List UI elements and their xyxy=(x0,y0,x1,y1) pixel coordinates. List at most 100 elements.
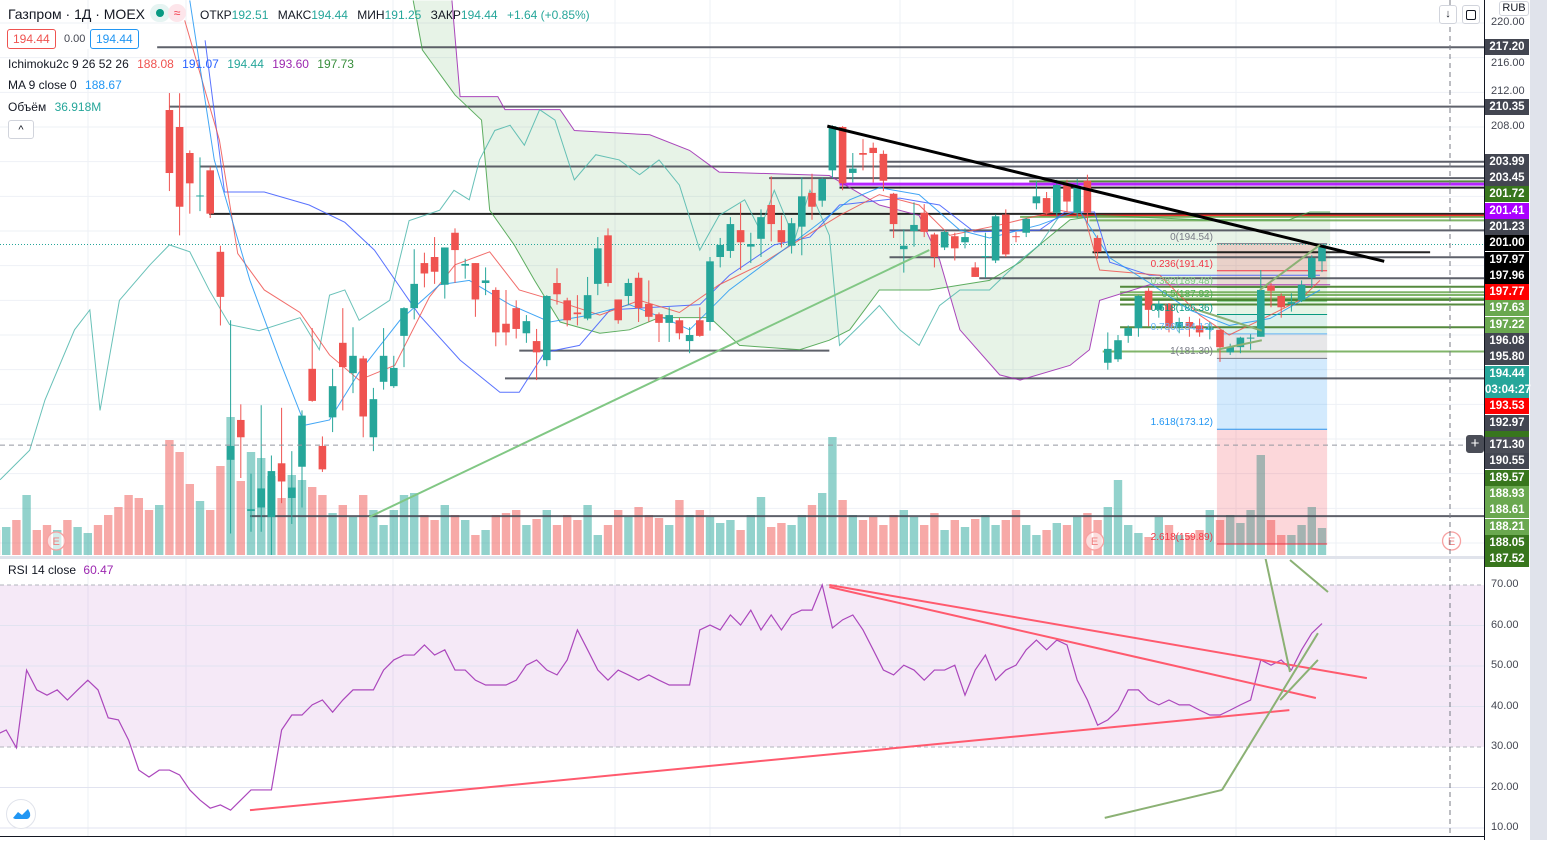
candle xyxy=(431,237,439,284)
fib-level-label: 0.236(191.41) xyxy=(1093,259,1213,270)
ma-legend[interactable]: MA 9 close 0 188.67 xyxy=(8,78,127,92)
candle-body xyxy=(227,446,235,460)
collapse-legend-button[interactable]: ^ xyxy=(8,120,34,139)
volume-bar xyxy=(359,495,367,555)
sell-button[interactable]: 194.44 xyxy=(7,29,56,49)
event-label: E xyxy=(53,536,60,548)
volume-bar xyxy=(84,533,92,555)
fib-level-label: 1.618(173.12) xyxy=(1093,417,1213,428)
ichimoku-tenkan-value: 188.08 xyxy=(137,57,174,71)
volume-bar xyxy=(135,498,143,555)
candle-body xyxy=(1288,302,1296,304)
high-key: МАКС xyxy=(278,8,312,22)
volume-bar xyxy=(308,487,316,555)
market-status-icon[interactable] xyxy=(150,4,170,22)
volume-bar xyxy=(2,527,10,555)
currency-button[interactable]: RUB xyxy=(1499,1,1529,16)
price-level-label: 188.05 xyxy=(1485,535,1529,551)
price-level-label: 193.53 xyxy=(1485,398,1529,414)
volume-bar xyxy=(532,519,540,555)
fib-level-label: 0(194.54) xyxy=(1093,232,1213,243)
volume-bar xyxy=(481,530,489,555)
price-level-label: 203.45 xyxy=(1485,170,1529,186)
volume-bar xyxy=(420,515,428,555)
candle xyxy=(992,215,1000,264)
price-level-label: 188.21 xyxy=(1485,519,1529,535)
buy-button[interactable]: 194.44 xyxy=(90,29,139,49)
volume-bar xyxy=(726,520,734,555)
candle xyxy=(472,263,480,317)
candle xyxy=(1053,180,1061,217)
pane-separator[interactable] xyxy=(0,556,1484,559)
volume-bar xyxy=(237,481,245,555)
candle-body xyxy=(920,213,928,232)
volume-legend[interactable]: Объём 36.918M xyxy=(8,100,106,114)
symbol-title[interactable]: Газпром · 1Д · MOEX xyxy=(8,6,145,22)
candle-body xyxy=(176,127,184,207)
fullscreen-button[interactable] xyxy=(1462,5,1480,24)
candle-body xyxy=(1267,286,1275,291)
candle-body xyxy=(1216,330,1224,347)
rsi-legend[interactable]: RSI 14 close 60.47 xyxy=(8,563,113,577)
candle-body xyxy=(206,170,214,213)
candle-body xyxy=(767,205,775,224)
rsi-tick: 30.00 xyxy=(1491,740,1519,753)
volume-bar xyxy=(1053,523,1061,555)
volume-bar xyxy=(349,517,357,555)
volume-bar xyxy=(196,501,204,555)
fib-zone xyxy=(1217,301,1327,315)
candle-body xyxy=(288,488,296,498)
rsi-tick: 10.00 xyxy=(1491,821,1519,834)
candle-body xyxy=(523,321,531,333)
candle-body xyxy=(818,179,826,201)
tradingview-logo[interactable] xyxy=(6,799,36,829)
add-alert-plus-button[interactable]: + xyxy=(1466,435,1484,453)
candle xyxy=(410,249,418,319)
candle-body xyxy=(400,308,408,336)
fib-level-label: 2.618(159.89) xyxy=(1093,532,1213,543)
volume-bar xyxy=(155,505,163,555)
candle xyxy=(451,228,459,283)
candle xyxy=(686,327,694,353)
volume-bar xyxy=(910,517,918,555)
candle-body xyxy=(880,154,888,181)
candle-body xyxy=(451,233,459,250)
volume-bar xyxy=(838,500,846,555)
price-level-label: 201.72 xyxy=(1485,186,1529,202)
low-value: 191.25 xyxy=(385,8,422,22)
candle-body xyxy=(298,416,306,467)
volume-bar xyxy=(634,507,642,555)
price-level-label: 203.99 xyxy=(1485,154,1529,170)
approx-icon[interactable]: ≈ xyxy=(168,4,186,22)
volume-bar xyxy=(94,525,102,555)
candle-body xyxy=(1247,338,1255,339)
time-axis[interactable] xyxy=(0,836,1484,841)
candle xyxy=(604,228,612,286)
fib-level-label: 0.786(184.13) xyxy=(1093,322,1213,333)
volume-bar xyxy=(665,525,673,555)
volume-bar xyxy=(563,515,571,555)
candle-body xyxy=(778,230,786,242)
candle-body xyxy=(482,280,490,283)
candle xyxy=(329,369,337,432)
ohlc-legend: ОТКР192.51 МАКС194.44 МИН191.25 ЗАКР194.… xyxy=(200,8,596,22)
candle-body xyxy=(665,315,673,323)
candle-body xyxy=(1308,258,1316,278)
volume-bar xyxy=(492,515,500,555)
volume-bar xyxy=(736,530,744,555)
price-tick: 216.00 xyxy=(1491,57,1525,70)
candle-body xyxy=(196,195,204,196)
ichimoku-name: Ichimoku2c 9 26 52 26 xyxy=(8,57,129,71)
candle xyxy=(196,157,204,211)
ichimoku-legend[interactable]: Ichimoku2c 9 26 52 26 188.08 191.07 194.… xyxy=(8,57,359,71)
price-level-label: 188.61 xyxy=(1485,502,1529,518)
high-value: 194.44 xyxy=(311,8,348,22)
volume-bar xyxy=(818,493,826,555)
volume-bar xyxy=(1022,525,1030,555)
candle-body xyxy=(951,236,959,248)
candle xyxy=(308,328,316,402)
candle-body xyxy=(1277,296,1285,307)
scale-down-button[interactable]: ↓ xyxy=(1439,5,1457,24)
